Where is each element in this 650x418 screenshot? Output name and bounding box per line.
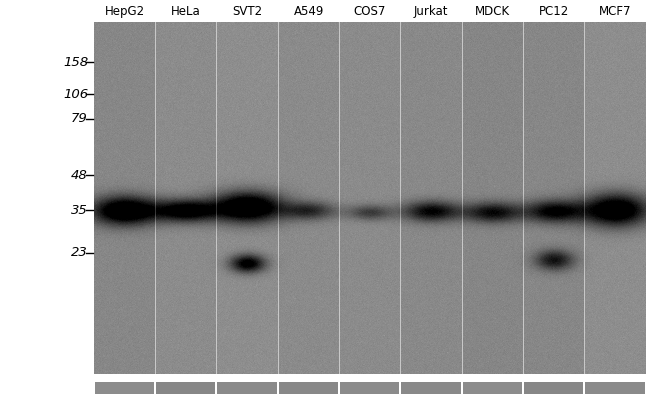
Text: MDCK: MDCK <box>475 5 510 18</box>
Text: HeLa: HeLa <box>171 5 201 18</box>
Text: 23: 23 <box>72 246 88 259</box>
Text: 35: 35 <box>72 204 88 217</box>
Text: PC12: PC12 <box>539 5 569 18</box>
Text: 48: 48 <box>72 168 88 181</box>
Text: COS7: COS7 <box>354 5 386 18</box>
Text: 106: 106 <box>63 88 88 101</box>
Text: A549: A549 <box>294 5 324 18</box>
Text: Jurkat: Jurkat <box>414 5 448 18</box>
Text: 158: 158 <box>63 56 88 69</box>
Text: HepG2: HepG2 <box>105 5 145 18</box>
Text: MCF7: MCF7 <box>599 5 632 18</box>
Text: SVT2: SVT2 <box>232 5 263 18</box>
Text: 79: 79 <box>72 112 88 125</box>
